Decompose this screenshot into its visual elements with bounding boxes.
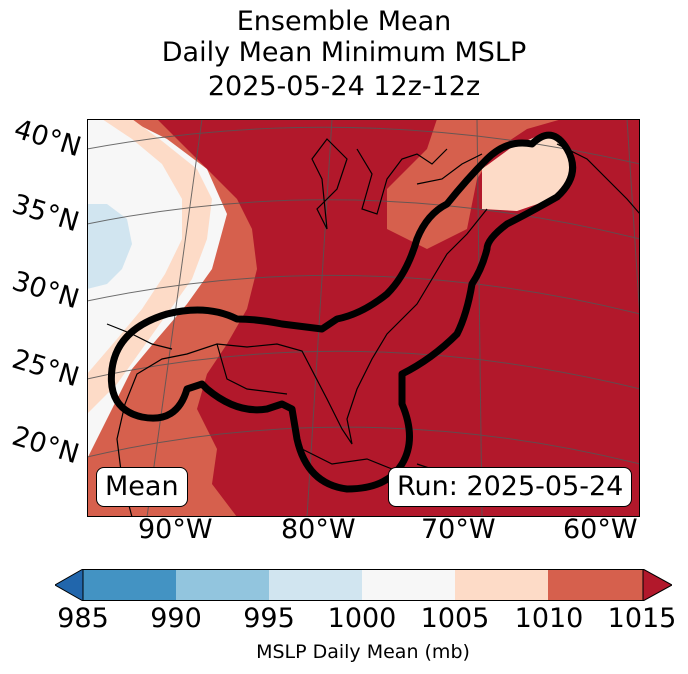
lon-label-80w: 80°W bbox=[281, 514, 356, 545]
colorbar-label: MSLP Daily Mean (mb) bbox=[256, 641, 470, 663]
colorbar-bin-1000-1005 bbox=[362, 569, 455, 601]
colorbar-bin-1005-1010 bbox=[455, 569, 548, 601]
title-line-1: Ensemble Mean bbox=[236, 6, 452, 37]
map-panel bbox=[87, 119, 640, 517]
lat-label-35: 35°N bbox=[8, 188, 83, 239]
field-1000-1005 bbox=[87, 119, 182, 374]
title-line-3: 2025-05-24 12z-12z bbox=[207, 71, 481, 102]
colorbar-tick-1005: 1005 bbox=[420, 603, 490, 634]
map-svg bbox=[87, 119, 640, 517]
colorbar bbox=[55, 569, 672, 601]
colorbar-tick-990: 990 bbox=[150, 603, 202, 634]
lat-label-25: 25°N bbox=[8, 343, 83, 394]
colorbar-bin-985-990 bbox=[83, 569, 176, 601]
lon-label-70w: 70°W bbox=[421, 514, 496, 545]
lat-label-30: 30°N bbox=[8, 265, 83, 316]
colorbar-extend-high bbox=[642, 569, 672, 601]
colorbar-extend-low bbox=[55, 569, 84, 601]
lon-label-90w: 90°W bbox=[138, 514, 213, 545]
colorbar-bin-1010-1015 bbox=[548, 569, 643, 601]
colorbar-tick-1000: 1000 bbox=[327, 603, 397, 634]
colorbar-outline bbox=[82, 569, 644, 601]
lon-label-60w: 60°W bbox=[563, 514, 638, 545]
field-1005-1010-east bbox=[482, 134, 572, 211]
lat-label-40: 40°N bbox=[10, 113, 85, 164]
title-line-2: Daily Mean Minimum MSLP bbox=[161, 37, 527, 68]
colorbar-tick-995: 995 bbox=[243, 603, 295, 634]
colorbar-tick-985: 985 bbox=[57, 603, 109, 634]
colorbar-bin-995-1000 bbox=[269, 569, 362, 601]
colorbar-tick-1015: 1015 bbox=[607, 603, 677, 634]
graticule bbox=[87, 119, 640, 517]
mslp-contour bbox=[107, 131, 577, 493]
run-label-box: Run: 2025-05-24 bbox=[388, 467, 633, 507]
colorbar-tick-1010: 1010 bbox=[514, 603, 584, 634]
field-995-1000 bbox=[87, 204, 132, 289]
mean-label-box: Mean bbox=[96, 467, 188, 507]
colorbar-bin-990-995 bbox=[176, 569, 269, 601]
lat-label-20: 20°N bbox=[8, 420, 83, 471]
